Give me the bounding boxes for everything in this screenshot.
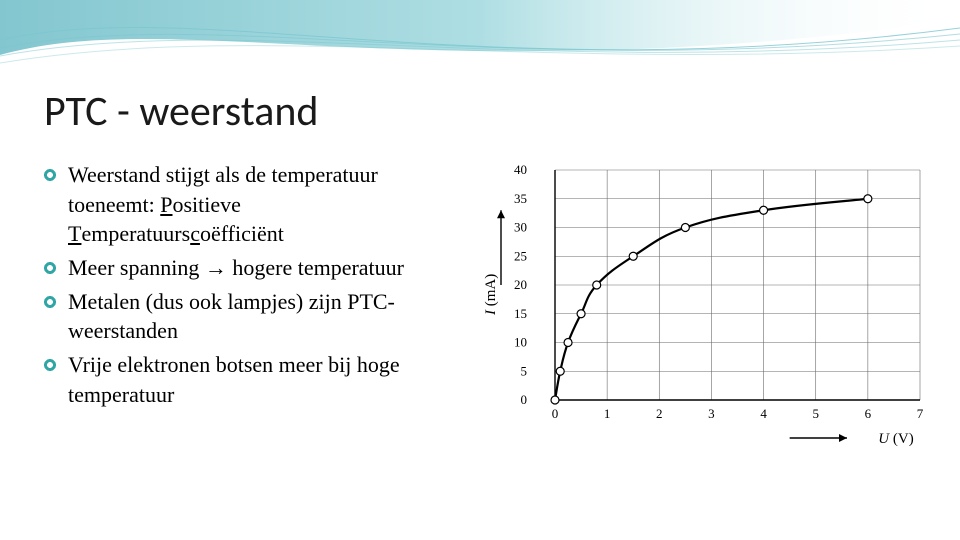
- content-row: Weerstand stijgt als de temperatuur toen…: [40, 160, 940, 460]
- svg-text:1: 1: [604, 406, 611, 421]
- svg-text:U (V): U (V): [878, 431, 913, 447]
- svg-text:6: 6: [865, 406, 872, 421]
- list-item: Metalen (dus ook lampjes) zijn PTC-weers…: [40, 287, 460, 346]
- svg-text:15: 15: [514, 306, 527, 321]
- svg-text:4: 4: [760, 406, 767, 421]
- svg-text:3: 3: [708, 406, 715, 421]
- list-item: Vrije elektronen botsen meer bij hoge te…: [40, 350, 460, 409]
- bullet-list: Weerstand stijgt als de temperatuur toen…: [40, 160, 460, 460]
- svg-text:5: 5: [521, 363, 528, 378]
- svg-text:I (mA): I (mA): [483, 274, 499, 316]
- svg-text:0: 0: [521, 392, 528, 407]
- svg-text:2: 2: [656, 406, 663, 421]
- svg-text:7: 7: [917, 406, 924, 421]
- bullet-text: Vrije elektronen botsen meer bij hoge te…: [68, 352, 400, 407]
- decorative-wave: [0, 0, 960, 90]
- list-item: Weerstand stijgt als de temperatuur toen…: [40, 160, 460, 249]
- bullet-underline: c: [190, 221, 200, 246]
- svg-text:10: 10: [514, 335, 527, 350]
- svg-text:20: 20: [514, 277, 527, 292]
- bullet-text: Metalen (dus ook lampjes) zijn PTC-weers…: [68, 289, 395, 344]
- bullet-text: Meer spanning → hogere temperatuur: [68, 255, 404, 280]
- bullet-underline: P: [160, 192, 172, 217]
- svg-text:0: 0: [552, 406, 559, 421]
- list-item: Meer spanning → hogere temperatuur: [40, 253, 460, 283]
- chart-svg: 0 1 2 3 4 5 6 7 0 5 10 15 20 25 30 35 40 I (mA) U (V): [470, 160, 940, 460]
- iv-chart: 0 1 2 3 4 5 6 7 0 5 10 15 20 25 30 35 40 I (mA) U (V): [470, 160, 940, 460]
- svg-text:5: 5: [812, 406, 819, 421]
- svg-text:30: 30: [514, 220, 527, 235]
- slide-title: PTC - weerstand: [44, 86, 319, 137]
- bullet-text: oëfficiënt: [200, 221, 284, 246]
- bullet-underline: T: [68, 221, 81, 246]
- bullet-text: emperatuurs: [81, 221, 190, 246]
- svg-text:40: 40: [514, 162, 527, 177]
- svg-text:25: 25: [514, 248, 527, 263]
- svg-text:35: 35: [514, 191, 527, 206]
- bullet-text: ositieve: [173, 192, 241, 217]
